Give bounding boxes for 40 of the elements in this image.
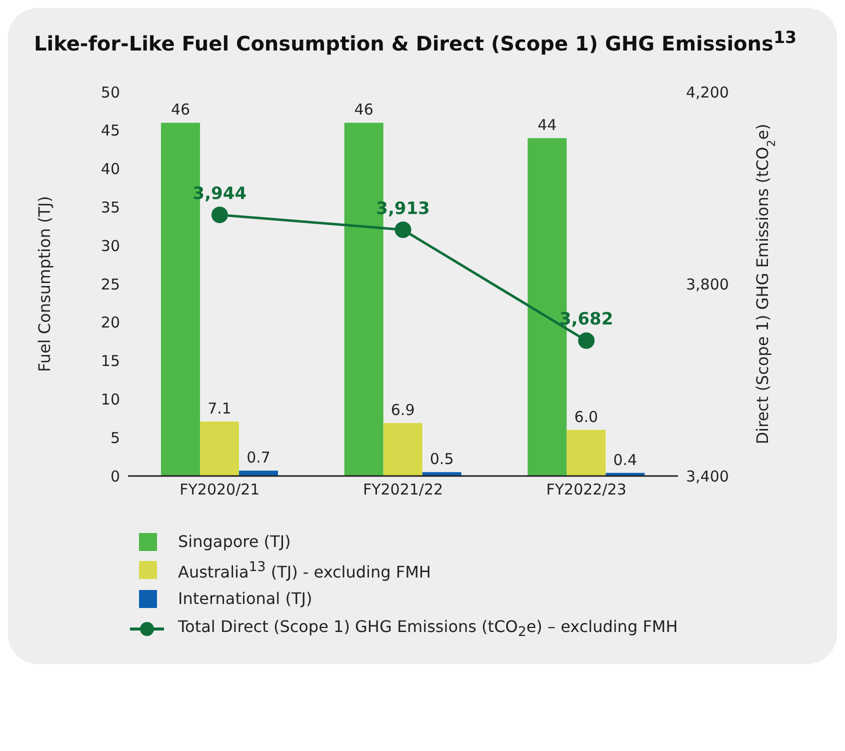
data-label: 6.9 [390, 400, 415, 419]
y-tick-label: 0 [110, 466, 120, 485]
point [394, 221, 412, 238]
y-tick-label: 30 [100, 236, 120, 255]
y-axis-title: Fuel Consumption (TJ) [35, 196, 54, 372]
y-tick-label: 40 [100, 160, 120, 178]
chart-title: Like-for-Like Fuel Consumption & Direct (Scope 1) GHG Emissions$^{13}$ [33, 28, 798, 58]
data-label: 0.4 [613, 450, 638, 469]
x-tick-label: FY2021/22 [362, 480, 444, 498]
legend-label: Australia$^{13}$ (TJ) - excluding FMH [178, 560, 431, 581]
y2-tick-label: 3,800 [686, 274, 729, 293]
data-label: 0.5 [430, 450, 454, 468]
y-tick-label: 25 [100, 274, 120, 293]
x-tick-label: FY2022/23 [546, 480, 626, 498]
legend-label: International (TJ) [178, 589, 312, 608]
data-label: 46 [354, 100, 374, 118]
bar [239, 470, 278, 476]
y-tick-label: 35 [100, 198, 120, 216]
y-tick-label: 10 [100, 390, 120, 408]
data-label: 44 [538, 116, 557, 134]
y-tick-label: 20 [100, 313, 120, 332]
y2-tick-label: 3,400 [686, 466, 729, 485]
point [578, 332, 595, 349]
y-tick-label: 15 [100, 352, 120, 370]
data-label: 0.7 [246, 448, 270, 466]
legend-label: Singapore (TJ) [178, 532, 291, 552]
y2-tick-label: 4,200 [686, 82, 729, 101]
x-tick-label: FY2020/21 [180, 480, 260, 498]
bar [383, 422, 422, 476]
bar [422, 472, 462, 476]
data-label: 7.1 [208, 399, 232, 418]
y-tick-label: 5 [110, 428, 120, 447]
point [211, 206, 228, 223]
y-tick-label: 45 [100, 121, 120, 140]
bar [200, 421, 239, 476]
bar [566, 430, 606, 476]
data-label: 46 [170, 100, 190, 118]
data-label: 6.0 [574, 408, 598, 426]
legend-label: Total Direct (Scope 1) GHG Emissions (tCO$_{2}$e) – excluding FMH [178, 616, 678, 640]
y-tick-label: 50 [100, 82, 120, 101]
